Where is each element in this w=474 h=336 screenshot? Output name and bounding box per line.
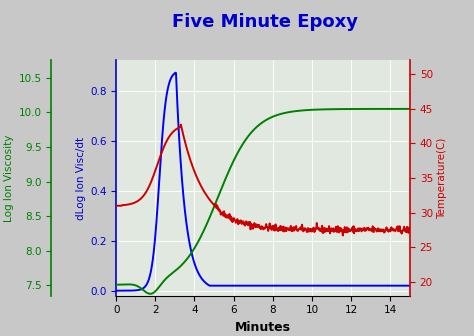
Text: Five Minute Epoxy: Five Minute Epoxy	[173, 13, 358, 32]
Y-axis label: Log Ion Viscosity: Log Ion Viscosity	[4, 134, 15, 222]
Y-axis label: dLog Ion Visc/dt: dLog Ion Visc/dt	[76, 136, 86, 220]
X-axis label: Minutes: Minutes	[235, 321, 291, 334]
Y-axis label: Temperature(C): Temperature(C)	[437, 137, 447, 219]
